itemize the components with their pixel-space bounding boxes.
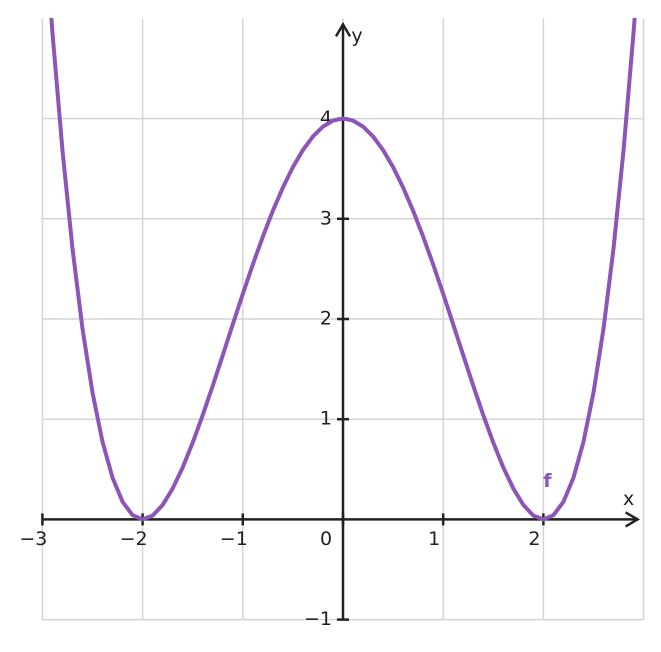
x-tick-label: 2: [528, 528, 540, 550]
y-tick-label: 2: [320, 308, 332, 330]
x-tick-label: −2: [120, 528, 148, 550]
line: [49, 18, 637, 522]
y-axis-label: y: [351, 25, 362, 47]
x-tick-label: −1: [220, 528, 248, 550]
x-tick-label: 0: [320, 528, 332, 550]
y-tick-label: 1: [320, 408, 332, 430]
y-tick-label: 3: [320, 207, 332, 229]
x-tick-label: 1: [428, 528, 440, 550]
x-axis-label: x: [623, 488, 634, 510]
series-label: f: [543, 470, 552, 492]
plot-area: [49, 18, 637, 522]
y-axis-arrow: [334, 21, 352, 38]
y-tick-label: −1: [304, 608, 332, 630]
x-axis-arrow: [624, 511, 641, 528]
x-tick-label: −3: [19, 528, 47, 550]
